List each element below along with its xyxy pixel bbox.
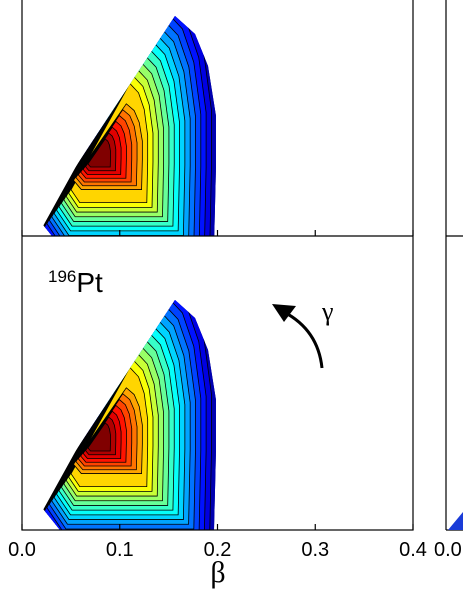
contour-band bbox=[87, 138, 111, 168]
annotation: γ bbox=[321, 297, 334, 326]
panel-label-sup: 196 bbox=[48, 267, 76, 286]
next-panel-tick-label: 0.0 bbox=[434, 539, 462, 561]
contour-levels bbox=[40, 16, 216, 236]
contour-levels bbox=[40, 300, 216, 530]
x-axis: 0.0 0.1 0.2 0.3 0.4 0.0 bbox=[8, 230, 462, 561]
x-tick-label: 0.3 bbox=[301, 539, 329, 561]
panel-label: 196Pt bbox=[48, 267, 103, 298]
x-tick-label: 0.4 bbox=[399, 539, 427, 561]
contour-map-top bbox=[40, 16, 216, 236]
x-tick-label: 0.1 bbox=[106, 539, 134, 561]
x-tick-label: 0.0 bbox=[8, 539, 36, 561]
x-axis-label: β bbox=[210, 556, 225, 589]
panel-label-main: Pt bbox=[76, 267, 103, 298]
x-tick-label: 0.2 bbox=[204, 539, 232, 561]
next-panel-contour bbox=[448, 512, 463, 530]
contour-band bbox=[87, 422, 111, 452]
gamma-arrow bbox=[283, 310, 324, 369]
contour-map-bottom bbox=[40, 300, 216, 530]
gamma-arrowhead bbox=[272, 304, 296, 322]
